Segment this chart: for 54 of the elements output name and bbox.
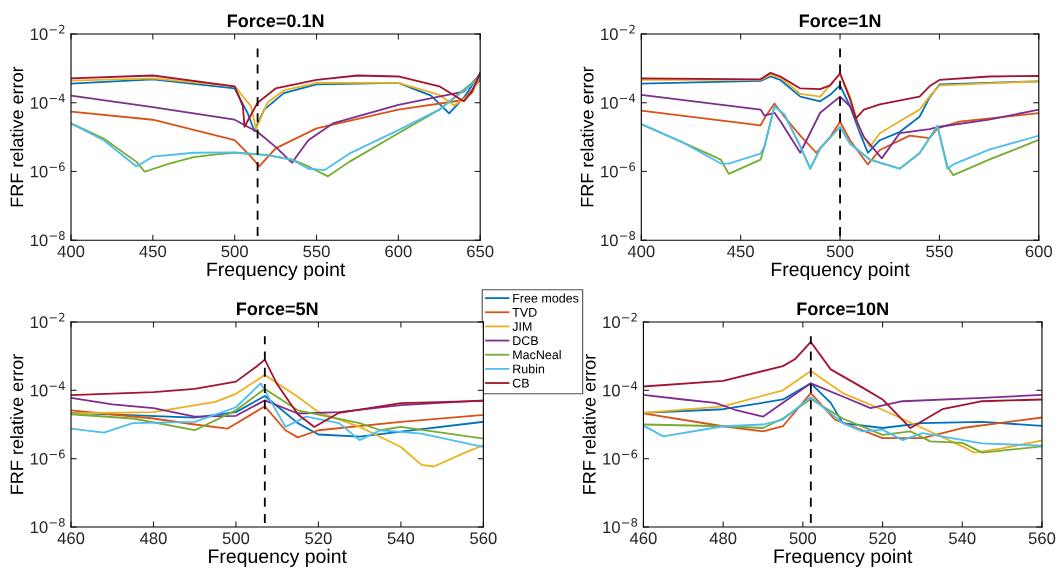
x-tick-label: 560 <box>1028 532 1056 545</box>
legend-label: Free modes <box>513 293 579 303</box>
legend-label: CB <box>512 378 529 388</box>
x-tick-label: 450 <box>727 245 754 258</box>
x-tick-label: 460 <box>629 532 657 545</box>
y-tick-label: 10$^{−4}$ <box>603 381 638 397</box>
y-axis-title: FRF relative error <box>580 66 594 207</box>
x-tick-label: 600 <box>385 245 412 258</box>
x-tick-label: 480 <box>709 532 737 545</box>
x-tick-label: 500 <box>221 245 248 258</box>
x-axis-title: Frequency point <box>207 261 346 281</box>
y-tick-label: 10$^{−4}$ <box>30 93 65 109</box>
chart-title: Force=0.1N <box>227 14 324 28</box>
x-axis-title: Frequency point <box>209 548 347 567</box>
chart-title: Force=5N <box>237 302 318 316</box>
x-tick-label: 560 <box>470 532 497 545</box>
x-tick-label: 550 <box>303 245 330 258</box>
x-tick-label: 500 <box>222 532 250 545</box>
legend-label: JIM <box>512 322 532 331</box>
x-tick-label: 540 <box>387 532 415 545</box>
x-tick-label: 450 <box>139 245 167 258</box>
x-tick-label: 400 <box>627 245 655 258</box>
y-tick-label: 10$^{−6}$ <box>30 162 65 178</box>
y-axis-title: FRF relative error <box>582 354 596 494</box>
legend-label: Rubin <box>513 364 545 374</box>
x-tick-label: 650 <box>467 245 494 258</box>
x-axis-title: Frequency point <box>771 261 910 281</box>
y-tick-label: 10$^{−6}$ <box>601 162 636 178</box>
y-tick-label: 10$^{−6}$ <box>603 449 638 465</box>
x-tick-label: 400 <box>57 245 85 258</box>
x-tick-label: 520 <box>305 532 332 545</box>
x-tick-label: 500 <box>826 245 854 258</box>
y-tick-label: 10$^{−6}$ <box>30 449 65 465</box>
y-tick-label: 10$^{−4}$ <box>30 381 65 397</box>
y-axis-title: FRF relative error <box>10 66 24 207</box>
x-tick-label: 500 <box>789 532 817 545</box>
x-tick-label: 550 <box>926 245 953 258</box>
y-tick-label: 10$^{−4}$ <box>601 93 636 109</box>
x-tick-label: 480 <box>139 532 167 545</box>
y-tick-label: 10$^{−2}$ <box>603 312 637 329</box>
legend-label: MacNeal <box>513 350 561 360</box>
y-tick-label: 10$^{−2}$ <box>30 312 65 329</box>
legend-label: TVD <box>512 308 537 317</box>
y-tick-label: 10$^{−2}$ <box>601 24 635 41</box>
chart-title: Force=1N <box>799 14 881 28</box>
y-tick-label: 10$^{−2}$ <box>30 24 65 41</box>
x-axis-title: Frequency point <box>774 548 913 567</box>
x-tick-label: 460 <box>57 532 85 545</box>
x-tick-label: 520 <box>869 532 896 545</box>
chart-title: Force=10N <box>797 302 888 316</box>
legend-label: DCB <box>513 336 538 346</box>
x-tick-label: 540 <box>949 532 976 545</box>
x-tick-label: 600 <box>1025 245 1053 258</box>
y-axis-title: FRF relative error <box>10 354 24 494</box>
